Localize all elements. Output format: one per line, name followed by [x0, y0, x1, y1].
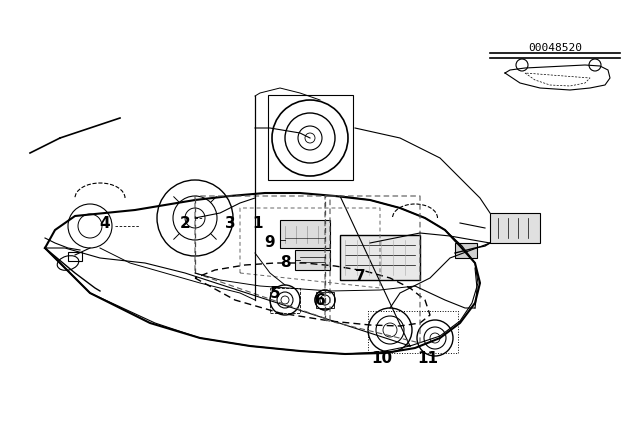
Text: 8: 8	[280, 254, 291, 270]
Bar	[455, 243, 477, 258]
Text: 2: 2	[180, 215, 190, 231]
Bar	[340, 235, 420, 280]
Text: 11: 11	[417, 350, 438, 366]
Bar	[268, 95, 353, 180]
Text: 00048520: 00048520	[528, 43, 582, 53]
Text: 4: 4	[100, 215, 110, 231]
Bar	[280, 220, 330, 248]
Bar	[68, 252, 82, 261]
Text: 5: 5	[269, 285, 280, 301]
Text: 1: 1	[253, 215, 263, 231]
Bar	[490, 213, 540, 243]
Bar	[316, 292, 334, 308]
Bar	[368, 311, 458, 353]
Text: 6: 6	[315, 293, 325, 307]
Bar	[270, 288, 300, 313]
Text: 3: 3	[225, 215, 236, 231]
Text: 10: 10	[371, 350, 392, 366]
Text: 9: 9	[265, 234, 275, 250]
Text: 7: 7	[355, 268, 365, 284]
Bar	[295, 250, 330, 270]
